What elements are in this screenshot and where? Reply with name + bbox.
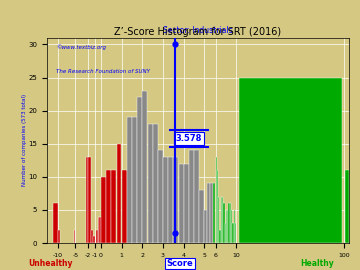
Bar	[221, 197, 222, 243]
Bar	[227, 210, 228, 243]
Bar	[219, 230, 221, 243]
Bar	[98, 217, 99, 243]
Bar	[345, 170, 349, 243]
Bar	[239, 77, 342, 243]
Bar	[213, 183, 215, 243]
Bar	[74, 230, 75, 243]
Bar	[143, 91, 147, 243]
Bar	[179, 164, 184, 243]
Bar	[194, 150, 199, 243]
Bar	[226, 210, 227, 243]
Bar	[216, 157, 217, 243]
Bar	[122, 170, 127, 243]
Bar	[218, 197, 219, 243]
Text: ©www.textbiz.org: ©www.textbiz.org	[56, 44, 106, 50]
Text: Sector: Industrials: Sector: Industrials	[163, 26, 233, 35]
Bar	[132, 117, 137, 243]
Bar	[223, 203, 225, 243]
Bar	[106, 170, 111, 243]
Text: Healthy: Healthy	[300, 259, 334, 268]
Y-axis label: Number of companies (573 total): Number of companies (573 total)	[22, 94, 27, 187]
Bar	[96, 230, 98, 243]
Bar	[229, 203, 230, 243]
Bar	[158, 150, 163, 243]
Bar	[137, 97, 142, 243]
Bar	[148, 124, 153, 243]
Bar	[235, 223, 236, 243]
Bar	[58, 230, 60, 243]
Bar	[117, 144, 121, 243]
Bar	[232, 223, 234, 243]
Bar	[153, 124, 158, 243]
Bar	[111, 170, 116, 243]
Bar	[225, 223, 226, 243]
Bar	[234, 210, 235, 243]
Text: Score: Score	[167, 259, 193, 268]
Bar	[168, 157, 173, 243]
Bar	[217, 170, 218, 243]
Text: Unhealthy: Unhealthy	[28, 259, 73, 268]
Bar	[199, 190, 204, 243]
Bar	[53, 203, 58, 243]
Bar	[88, 157, 91, 243]
Bar	[222, 197, 223, 243]
Bar	[86, 157, 88, 243]
Bar	[204, 210, 207, 243]
Bar	[210, 183, 213, 243]
Bar	[163, 157, 168, 243]
Bar	[174, 157, 178, 243]
Bar	[230, 203, 231, 243]
Bar	[189, 150, 194, 243]
Bar	[184, 164, 189, 243]
Text: 3.578: 3.578	[176, 134, 202, 143]
Bar	[93, 236, 95, 243]
Bar	[207, 183, 210, 243]
Title: Z’-Score Histogram for SRT (2016): Z’-Score Histogram for SRT (2016)	[114, 27, 282, 37]
Bar	[99, 217, 101, 243]
Text: The Research Foundation of SUNY: The Research Foundation of SUNY	[56, 69, 150, 74]
Bar	[91, 230, 93, 243]
Bar	[231, 210, 232, 243]
Bar	[101, 177, 106, 243]
Bar	[127, 117, 132, 243]
